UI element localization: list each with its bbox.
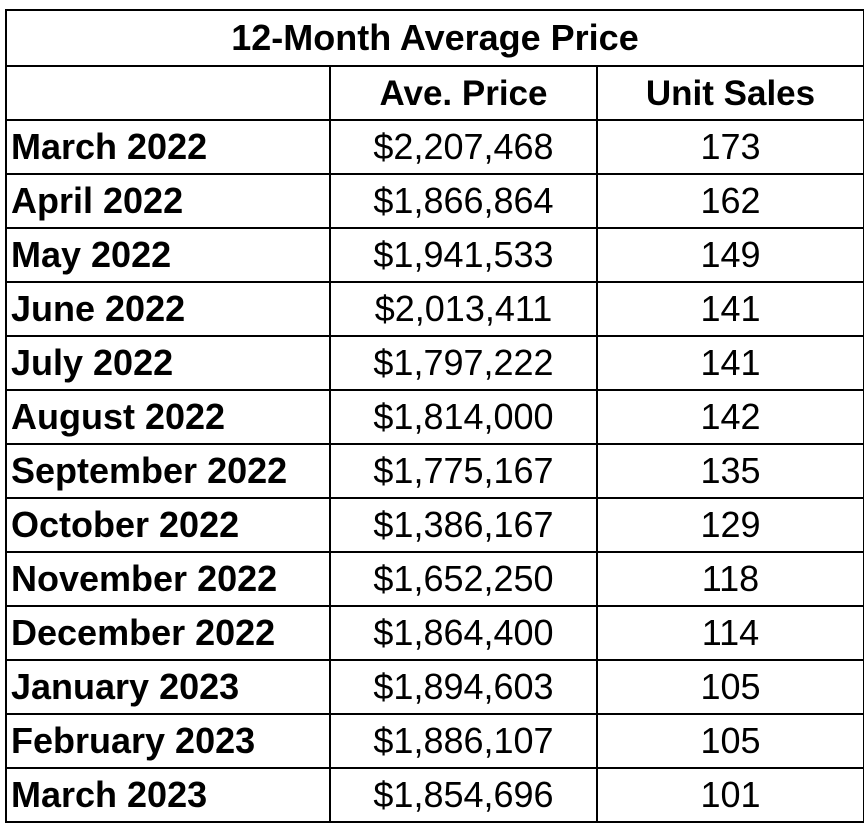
unit-sales-cell: 142 <box>595 389 864 445</box>
table-row: January 2023 $1,894,603 105 <box>5 659 864 715</box>
unit-sales-cell: 149 <box>595 227 864 283</box>
ave-price-cell: $1,652,250 <box>329 551 598 607</box>
ave-price-cell: $1,854,696 <box>329 767 598 823</box>
month-cell: February 2023 <box>5 713 331 769</box>
table-row: March 2023 $1,854,696 101 <box>5 767 864 823</box>
unit-sales-cell: 105 <box>595 713 864 769</box>
ave-price-cell: $1,797,222 <box>329 335 598 391</box>
ave-price-cell: $1,386,167 <box>329 497 598 553</box>
ave-price-cell: $2,207,468 <box>329 119 598 175</box>
month-cell: May 2022 <box>5 227 331 283</box>
price-table: 12-Month Average Price Ave. Price Unit S… <box>4 9 864 823</box>
table-row: December 2022 $1,864,400 114 <box>5 605 864 661</box>
table-row: March 2022 $2,207,468 173 <box>5 119 864 175</box>
table-row: November 2022 $1,652,250 118 <box>5 551 864 607</box>
unit-sales-cell: 118 <box>595 551 864 607</box>
table-body: March 2022 $2,207,468 173 April 2022 $1,866,… <box>5 119 864 823</box>
table-title: 12-Month Average Price <box>4 9 864 67</box>
unit-sales-cell: 162 <box>595 173 864 229</box>
table-row: August 2022 $1,814,000 142 <box>5 389 864 445</box>
title-row: 12-Month Average Price <box>4 9 864 67</box>
ave-price-cell: $1,886,107 <box>329 713 598 769</box>
month-cell: October 2022 <box>5 497 331 553</box>
table-row: September 2022 $1,775,167 135 <box>5 443 864 499</box>
table-row: July 2022 $1,797,222 141 <box>5 335 864 391</box>
unit-sales-cell: 101 <box>595 767 864 823</box>
ave-price-cell: $1,814,000 <box>329 389 598 445</box>
header-ave-price: Ave. Price <box>329 65 598 121</box>
month-cell: March 2022 <box>5 119 331 175</box>
table-row: June 2022 $2,013,411 141 <box>5 281 864 337</box>
ave-price-cell: $1,941,533 <box>329 227 598 283</box>
table-row: October 2022 $1,386,167 129 <box>5 497 864 553</box>
ave-price-cell: $1,864,400 <box>329 605 598 661</box>
unit-sales-cell: 173 <box>595 119 864 175</box>
ave-price-cell: $1,866,864 <box>329 173 598 229</box>
month-cell: November 2022 <box>5 551 331 607</box>
month-cell: September 2022 <box>5 443 331 499</box>
month-cell: January 2023 <box>5 659 331 715</box>
month-cell: March 2023 <box>5 767 331 823</box>
month-cell: June 2022 <box>5 281 331 337</box>
unit-sales-cell: 105 <box>595 659 864 715</box>
unit-sales-cell: 129 <box>595 497 864 553</box>
unit-sales-cell: 141 <box>595 281 864 337</box>
month-cell: April 2022 <box>5 173 331 229</box>
ave-price-cell: $1,775,167 <box>329 443 598 499</box>
header-row: Ave. Price Unit Sales <box>5 65 864 121</box>
ave-price-cell: $2,013,411 <box>329 281 598 337</box>
unit-sales-cell: 114 <box>595 605 864 661</box>
month-cell: December 2022 <box>5 605 331 661</box>
table-row: May 2022 $1,941,533 149 <box>5 227 864 283</box>
month-cell: August 2022 <box>5 389 331 445</box>
month-cell: July 2022 <box>5 335 331 391</box>
header-month <box>5 65 331 121</box>
unit-sales-cell: 141 <box>595 335 864 391</box>
ave-price-cell: $1,894,603 <box>329 659 598 715</box>
table-row: February 2023 $1,886,107 105 <box>5 713 864 769</box>
unit-sales-cell: 135 <box>595 443 864 499</box>
table-row: April 2022 $1,866,864 162 <box>5 173 864 229</box>
header-unit-sales: Unit Sales <box>595 65 864 121</box>
